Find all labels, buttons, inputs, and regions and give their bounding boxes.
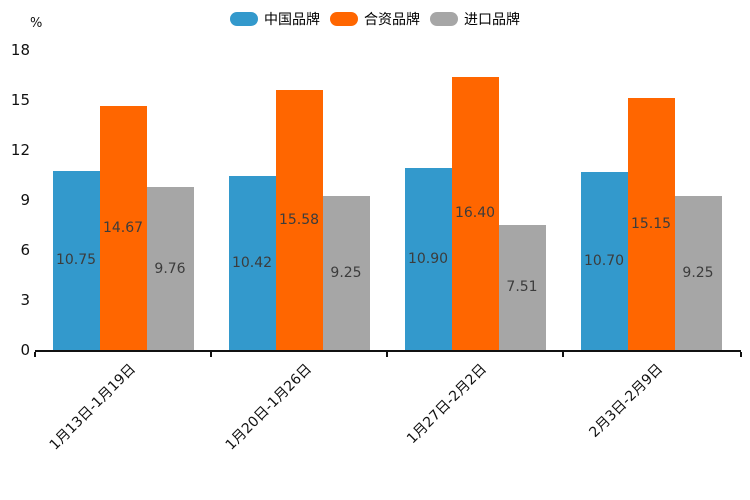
x-axis-tick bbox=[34, 352, 36, 357]
bar-value-label: 10.75 bbox=[55, 252, 97, 269]
y-axis-tick-label: 0 bbox=[20, 341, 30, 359]
bar-series0-group0 bbox=[52, 170, 100, 350]
legend-label-import-brand: 进口品牌 bbox=[464, 12, 520, 28]
bar-series2-group2 bbox=[498, 224, 546, 350]
legend-item-joint-venture-brand[interactable]: 合资品牌 bbox=[330, 9, 420, 29]
bar-value-label: 7.51 bbox=[506, 279, 538, 296]
bar-series0-group1 bbox=[228, 176, 276, 350]
legend-label-joint-venture-brand: 合资品牌 bbox=[364, 12, 420, 28]
bar-value-label: 14.67 bbox=[102, 219, 144, 236]
y-axis-tick-label: 6 bbox=[20, 241, 30, 259]
legend-swatch-import-brand bbox=[430, 12, 458, 26]
x-axis-tick bbox=[210, 352, 212, 357]
bar-value-label: 9.76 bbox=[154, 260, 186, 277]
bar-series2-group0 bbox=[146, 187, 194, 350]
bar-series1-group1 bbox=[275, 90, 323, 350]
bar-series0-group3 bbox=[580, 171, 628, 350]
x-axis-line bbox=[35, 350, 741, 352]
bar-series1-group0 bbox=[99, 105, 147, 350]
y-axis-tick-label: 9 bbox=[20, 191, 30, 209]
bar-value-label: 15.15 bbox=[630, 215, 672, 232]
bar-value-label: 10.42 bbox=[231, 255, 273, 272]
y-axis-tick-label: 18 bbox=[10, 41, 30, 59]
bar-value-label: 9.25 bbox=[682, 264, 714, 281]
x-axis-category-label: 2月3日-2月9日 bbox=[586, 361, 667, 441]
y-axis-unit-label: % bbox=[30, 16, 43, 31]
y-axis-tick-label: 12 bbox=[10, 141, 30, 159]
x-axis-category-label: 1月27日-2月2日 bbox=[404, 361, 491, 448]
bar-series0-group2 bbox=[404, 168, 452, 350]
x-axis-category-label: 1月13日-1月19日 bbox=[46, 361, 139, 454]
legend-item-import-brand[interactable]: 进口品牌 bbox=[430, 9, 520, 29]
x-axis-tick bbox=[386, 352, 388, 357]
legend: 中国品牌 合资品牌 进口品牌 bbox=[0, 8, 750, 30]
x-axis-tick bbox=[740, 352, 742, 357]
bar-value-label: 16.40 bbox=[454, 205, 496, 222]
y-axis-tick-label: 3 bbox=[20, 291, 30, 309]
y-axis-tick-label: 15 bbox=[10, 91, 30, 109]
legend-item-china-brand[interactable]: 中国品牌 bbox=[230, 9, 320, 29]
legend-swatch-china-brand bbox=[230, 12, 258, 26]
bar-series1-group2 bbox=[451, 76, 499, 350]
bar-series2-group1 bbox=[322, 195, 370, 350]
bar-value-label: 9.25 bbox=[330, 264, 362, 281]
x-axis-category-label: 1月20日-1月26日 bbox=[222, 361, 315, 454]
x-axis-tick bbox=[562, 352, 564, 357]
bar-series2-group3 bbox=[674, 195, 722, 350]
bar-series1-group3 bbox=[627, 97, 675, 350]
bar-value-label: 10.70 bbox=[583, 252, 625, 269]
bar-value-label: 10.90 bbox=[407, 251, 449, 268]
legend-swatch-joint-venture-brand bbox=[330, 12, 358, 26]
legend-label-china-brand: 中国品牌 bbox=[264, 12, 320, 28]
bar-value-label: 15.58 bbox=[278, 212, 320, 229]
